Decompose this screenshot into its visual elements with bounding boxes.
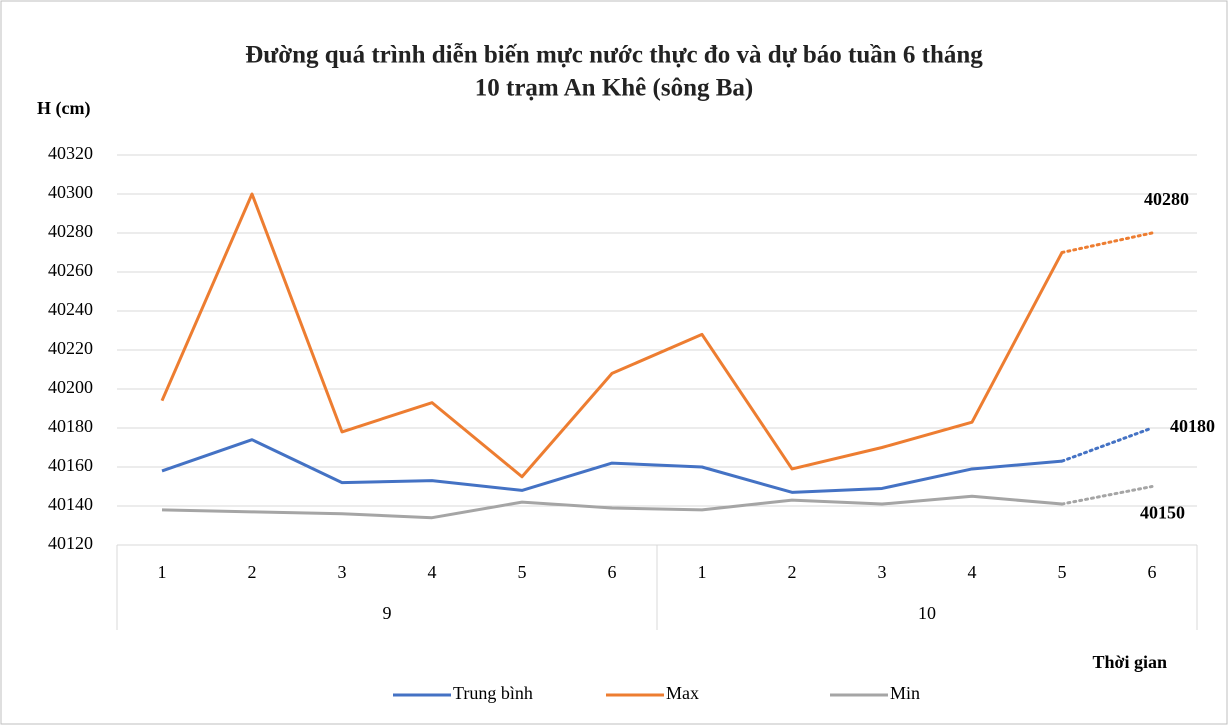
x-tick-label: 3 [878,562,887,582]
series-line [160,192,1064,479]
legend-label: Min [890,683,920,703]
x-tick-label: 4 [428,562,437,582]
x-tick-label: 5 [518,562,527,582]
legend-label: Max [666,683,699,703]
x-axis-label: Thời gian [1093,652,1168,672]
chart-title: 10 trạm An Khê (sông Ba) [475,75,753,102]
x-tick-label: 3 [338,562,347,582]
x-tick-label: 2 [248,562,257,582]
x-tick-label: 6 [1148,562,1157,582]
data-label: 40180 [1170,416,1215,436]
y-tick-label: 40220 [48,338,93,358]
x-tick-label: 5 [1058,562,1067,582]
group-label: 10 [918,603,936,623]
legend-label: Trung bình [453,683,533,703]
y-tick-label: 40160 [48,455,93,475]
data-label: 40280 [1144,189,1189,209]
x-tick-label: 6 [608,562,617,582]
series-line [161,438,1063,494]
series-line [161,494,1063,520]
x-tick-label: 2 [788,562,797,582]
y-tick-label: 40180 [48,416,93,436]
forecast-line [1060,426,1154,463]
x-tick-label: 4 [968,562,977,582]
y-tick-label: 40260 [48,260,93,280]
data-label: 40150 [1140,503,1185,523]
y-tick-label: 40300 [48,182,93,202]
forecast-line [1060,231,1154,254]
forecast-line [1060,485,1154,506]
chart-title: Đường quá trình diễn biến mực nước thực … [245,42,983,69]
y-tick-label: 40320 [48,143,93,163]
y-tick-label: 40280 [48,221,93,241]
y-axis-label: H (cm) [37,98,90,119]
y-tick-label: 40120 [48,533,93,553]
y-tick-label: 40240 [48,299,93,319]
x-tick-label: 1 [698,562,707,582]
x-tick-label: 1 [158,562,167,582]
y-tick-label: 40140 [48,494,93,514]
y-tick-label: 40200 [48,377,93,397]
group-label: 9 [383,603,392,623]
